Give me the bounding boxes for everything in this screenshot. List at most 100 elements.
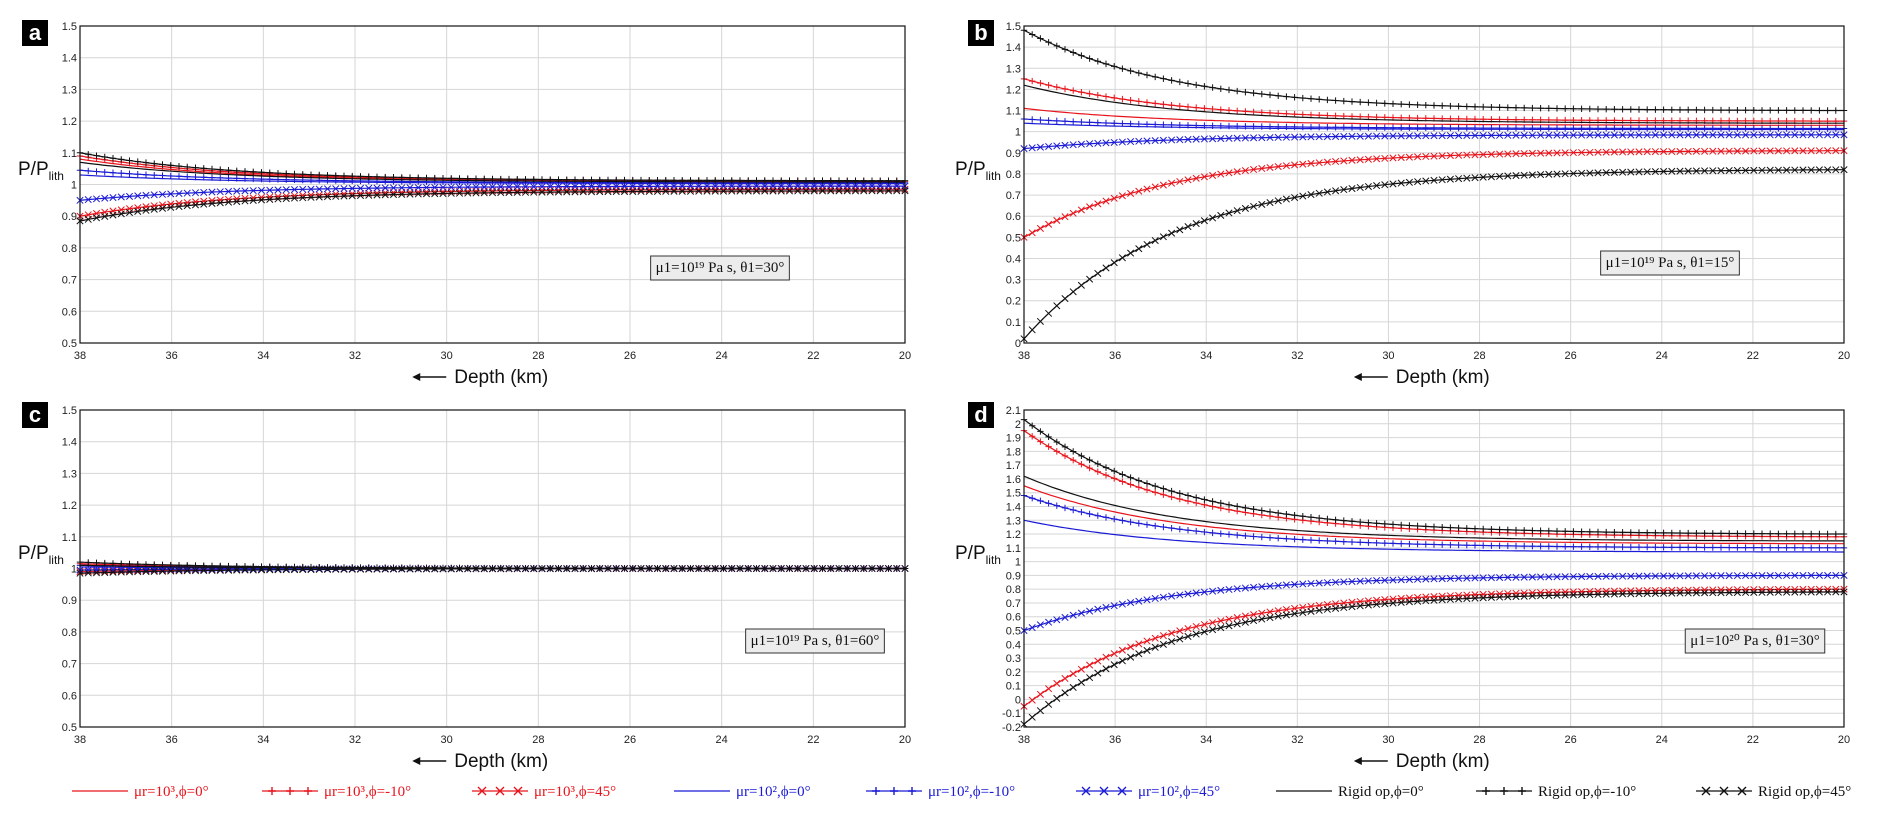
data-point xyxy=(579,182,587,191)
data-point xyxy=(1586,131,1594,139)
data-point xyxy=(1291,161,1299,169)
data-point xyxy=(1422,575,1430,583)
data-point xyxy=(1266,582,1274,590)
parameter-annotation: μ1=10¹⁹ Pa s, θ1=15° xyxy=(1600,250,1740,276)
data-point xyxy=(233,187,241,195)
data-point xyxy=(348,565,356,573)
y-tick-label: 0.2 xyxy=(1006,667,1021,679)
data-point xyxy=(1471,174,1479,182)
data-point xyxy=(1111,475,1118,482)
data-point xyxy=(1651,131,1659,139)
x-axis-label: Depth (km) xyxy=(454,751,548,772)
data-point xyxy=(480,189,488,197)
data-point xyxy=(1553,125,1561,132)
data-point xyxy=(1651,572,1659,580)
data-point xyxy=(1242,532,1249,540)
data-point xyxy=(1118,138,1126,146)
data-point xyxy=(1479,150,1487,159)
data-point xyxy=(1750,147,1758,155)
data-point xyxy=(1168,229,1176,237)
data-point xyxy=(1496,593,1504,601)
data-point xyxy=(101,568,109,577)
data-point xyxy=(1159,593,1167,601)
data-point xyxy=(612,188,620,196)
data-point xyxy=(1168,493,1175,501)
data-point xyxy=(1053,216,1061,224)
data-point xyxy=(860,564,868,573)
y-tick-label: 2.1 xyxy=(1006,405,1021,417)
data-point xyxy=(1192,589,1200,597)
data-point xyxy=(1111,63,1118,70)
data-point xyxy=(241,563,249,570)
data-point xyxy=(1447,541,1454,549)
data-point xyxy=(1594,528,1602,536)
data-point xyxy=(175,173,183,180)
data-point xyxy=(439,175,447,182)
data-point xyxy=(1758,147,1766,155)
data-point xyxy=(1668,131,1676,139)
data-point xyxy=(208,165,216,173)
x-tick-label: 28 xyxy=(532,734,544,746)
data-point xyxy=(1291,133,1299,141)
data-point xyxy=(1528,592,1536,600)
data-point xyxy=(1774,571,1782,580)
data-point xyxy=(1086,90,1093,97)
x-tick-label: 24 xyxy=(716,350,728,362)
data-point xyxy=(1340,578,1348,586)
data-point xyxy=(1094,269,1102,277)
data-point xyxy=(1594,543,1602,551)
data-point xyxy=(1471,131,1479,140)
data-point xyxy=(1184,492,1192,499)
data-point xyxy=(398,174,405,181)
y-tick-label: 1.8 xyxy=(1006,446,1021,458)
data-point xyxy=(1791,571,1799,580)
data-point xyxy=(299,566,307,574)
x-axis-label: Depth (km) xyxy=(1396,367,1490,388)
data-point xyxy=(1496,150,1504,158)
data-point xyxy=(1742,530,1749,537)
data-point xyxy=(645,182,653,190)
y-tick-label: 1.2 xyxy=(1006,529,1021,541)
data-point xyxy=(481,175,488,183)
data-point xyxy=(1594,587,1602,595)
data-point xyxy=(1471,103,1479,110)
data-point xyxy=(1282,162,1290,170)
data-point xyxy=(1143,240,1151,249)
data-point xyxy=(134,171,141,178)
data-point xyxy=(1537,592,1545,600)
data-point xyxy=(1381,154,1389,162)
data-point xyxy=(1643,131,1651,139)
data-point xyxy=(530,183,538,191)
data-point xyxy=(1562,105,1569,112)
data-point xyxy=(1234,122,1241,130)
data-point xyxy=(1398,540,1405,547)
x-tick-label: 28 xyxy=(532,350,544,362)
data-point xyxy=(192,173,199,181)
data-point xyxy=(835,187,843,195)
data-point xyxy=(1438,575,1446,583)
legend-marker-icon xyxy=(1737,786,1747,796)
data-point xyxy=(1332,97,1339,104)
data-point xyxy=(1553,131,1561,139)
data-point xyxy=(1102,119,1110,127)
data-point xyxy=(1184,223,1192,231)
data-point xyxy=(1274,581,1282,590)
data-point xyxy=(785,564,794,573)
data-point xyxy=(1758,107,1766,114)
y-tick-label: 0.8 xyxy=(62,627,77,639)
data-point xyxy=(1717,147,1725,155)
data-point xyxy=(1184,80,1192,87)
data-point xyxy=(686,565,695,573)
data-point xyxy=(1127,138,1135,146)
data-point xyxy=(233,175,240,182)
data-point xyxy=(1717,167,1725,175)
series-Rigid op,ϕ=45° xyxy=(76,187,909,225)
data-point xyxy=(150,191,158,199)
x-tick-label: 24 xyxy=(716,734,728,746)
data-point xyxy=(1348,132,1356,140)
data-point xyxy=(1282,605,1290,614)
data-point xyxy=(1389,540,1397,547)
data-point xyxy=(175,202,183,211)
y-tick-label: 1.2 xyxy=(62,116,77,128)
data-point xyxy=(290,566,299,574)
